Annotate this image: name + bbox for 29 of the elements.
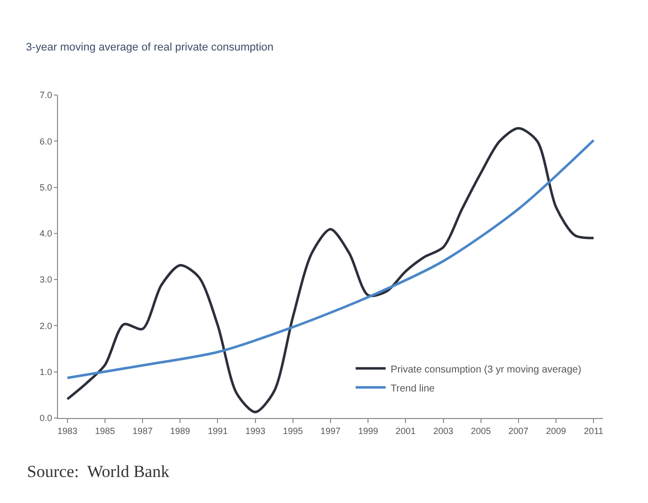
x-tick-label: 2001 (396, 426, 416, 436)
line-series (66, 126, 595, 414)
x-tick-label: 1985 (94, 426, 115, 436)
x-tick-label: 1989 (170, 426, 190, 436)
x-tick-label: 2009 (546, 426, 566, 436)
y-tick-label: 0.0 (40, 413, 52, 424)
y-tick-label: 5.0 (40, 182, 52, 192)
x-tick-label: 1999 (358, 426, 378, 436)
y-tick-label: 4.0 (40, 228, 52, 239)
y-tick-label: 6.0 (40, 136, 52, 146)
source-note: Source: World Bank (27, 462, 170, 481)
x-tick-label: 2005 (470, 426, 491, 436)
x-tick-label: 1997 (320, 426, 341, 436)
x-tick-label: 1993 (245, 426, 266, 436)
x-tick-label: 2003 (433, 426, 454, 436)
x-tick-label: 2011 (584, 426, 604, 436)
x-tick-label: 2007 (508, 426, 528, 436)
chart-title: 3-year moving average of real private consumption (26, 41, 274, 54)
x-tick-label: 1983 (57, 426, 78, 436)
y-tick-label: 1.0 (40, 367, 52, 378)
x-tick-label: 1995 (282, 426, 303, 436)
line-series (66, 138, 595, 380)
legend-label: Trend line (390, 383, 436, 394)
y-tick-label: 2.0 (40, 320, 52, 331)
y-tick-label: 7.0 (40, 90, 52, 100)
x-tick-label: 1987 (132, 426, 153, 436)
x-tick-label: 1991 (208, 426, 228, 436)
legend-label: Private consumption (3 yr moving average) (390, 364, 582, 376)
y-tick-label: 3.0 (40, 274, 52, 285)
